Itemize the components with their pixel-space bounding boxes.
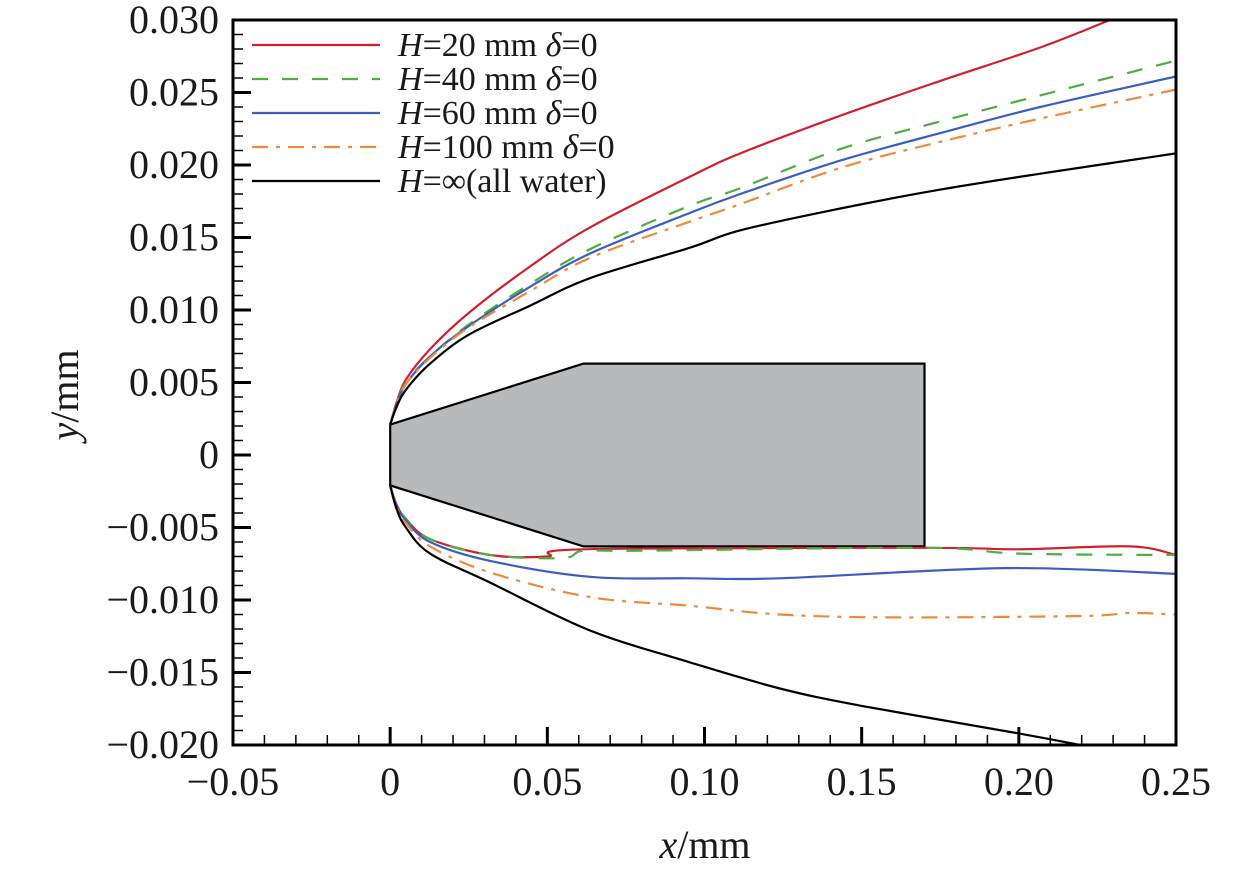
legend-delta-value: =0 bbox=[561, 95, 597, 132]
x-tick-label: 0.25 bbox=[1141, 759, 1211, 804]
legend-var: H bbox=[397, 95, 425, 132]
x-tick-label: 0.05 bbox=[512, 759, 582, 804]
series-3-upper-line bbox=[389, 88, 1176, 425]
y-tick-label: 0.015 bbox=[129, 215, 219, 260]
x-tick-label: 0.10 bbox=[670, 759, 740, 804]
legend-var: H bbox=[397, 129, 425, 166]
x-tick-label: 0.15 bbox=[827, 759, 897, 804]
legend-item: H=20 mm δ=0 bbox=[252, 27, 598, 64]
legend-item: H=40 mm δ=0 bbox=[252, 61, 598, 98]
y-axis-unit: /mm bbox=[42, 349, 87, 422]
legend: H=20 mm δ=0H=40 mm δ=0H=60 mm δ=0H=100 m… bbox=[252, 27, 615, 200]
legend-var: H bbox=[397, 27, 425, 64]
legend-item: H=100 mm δ=0 bbox=[252, 129, 615, 166]
series-0-upper-line bbox=[389, 20, 1111, 425]
x-tick-label: 0.20 bbox=[984, 759, 1054, 804]
legend-value: =60 mm bbox=[423, 95, 546, 132]
legend-delta: δ bbox=[563, 129, 580, 166]
legend-delta: δ bbox=[546, 95, 563, 132]
y-tick-label: 0.005 bbox=[129, 360, 219, 405]
y-tick-label: −0.005 bbox=[106, 505, 219, 550]
legend-item: H=60 mm δ=0 bbox=[252, 95, 598, 132]
series-1-upper-line bbox=[389, 59, 1176, 425]
x-tick-label: −0.05 bbox=[187, 759, 280, 804]
y-tick-label: 0.020 bbox=[129, 142, 219, 187]
legend-value: =40 mm bbox=[423, 61, 546, 98]
legend-delta-value: =0 bbox=[561, 61, 597, 98]
legend-value: =∞(all water) bbox=[423, 163, 607, 200]
x-axis-title: x/mm bbox=[658, 822, 750, 867]
y-axis-title: y/mm bbox=[42, 349, 87, 444]
ticks-layer: −0.05 0 0.05 0.10 0.15 0.20 0.25 0.030 0.025 0.02… bbox=[106, 0, 1211, 804]
series-2-lower-line bbox=[389, 485, 1176, 581]
legend-delta: δ bbox=[546, 27, 563, 64]
y-tick-label: 0.030 bbox=[129, 0, 219, 42]
x-tick-label: 0 bbox=[380, 759, 400, 804]
y-tick-label: −0.010 bbox=[106, 577, 219, 622]
legend-item: H=∞(all water) bbox=[252, 163, 607, 200]
legend-delta-value: =0 bbox=[561, 27, 597, 64]
legend-var: H bbox=[397, 163, 425, 200]
y-tick-label: −0.020 bbox=[106, 722, 219, 767]
legend-var: H bbox=[397, 61, 425, 98]
legend-delta-value: =0 bbox=[578, 129, 614, 166]
x-axis-var: x bbox=[658, 822, 677, 867]
legend-label: H=100 mm δ=0 bbox=[397, 129, 615, 166]
legend-label: H=20 mm δ=0 bbox=[397, 27, 598, 64]
legend-value: =20 mm bbox=[423, 27, 546, 64]
y-tick-label: 0 bbox=[199, 432, 219, 477]
legend-label: H=40 mm δ=0 bbox=[397, 61, 598, 98]
series-3-lower-line bbox=[389, 485, 1176, 619]
legend-label: H=60 mm δ=0 bbox=[397, 95, 598, 132]
legend-label: H=∞(all water) bbox=[397, 163, 607, 200]
series-layer bbox=[389, 20, 1176, 745]
legend-delta: δ bbox=[546, 61, 563, 98]
series-4-lower-line bbox=[389, 485, 1081, 745]
y-tick-label: −0.015 bbox=[106, 650, 219, 695]
y-axis-var: y bbox=[42, 423, 87, 445]
series-4-upper-line bbox=[389, 152, 1176, 425]
x-axis-unit: /mm bbox=[677, 822, 750, 867]
y-tick-label: 0.025 bbox=[129, 70, 219, 115]
projectile-body-layer bbox=[389, 362, 926, 548]
y-tick-label: 0.010 bbox=[129, 287, 219, 332]
projectile-body bbox=[389, 362, 926, 548]
legend-value: =100 mm bbox=[423, 129, 563, 166]
